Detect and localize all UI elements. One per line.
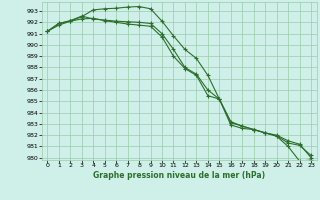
X-axis label: Graphe pression niveau de la mer (hPa): Graphe pression niveau de la mer (hPa) [93,171,265,180]
